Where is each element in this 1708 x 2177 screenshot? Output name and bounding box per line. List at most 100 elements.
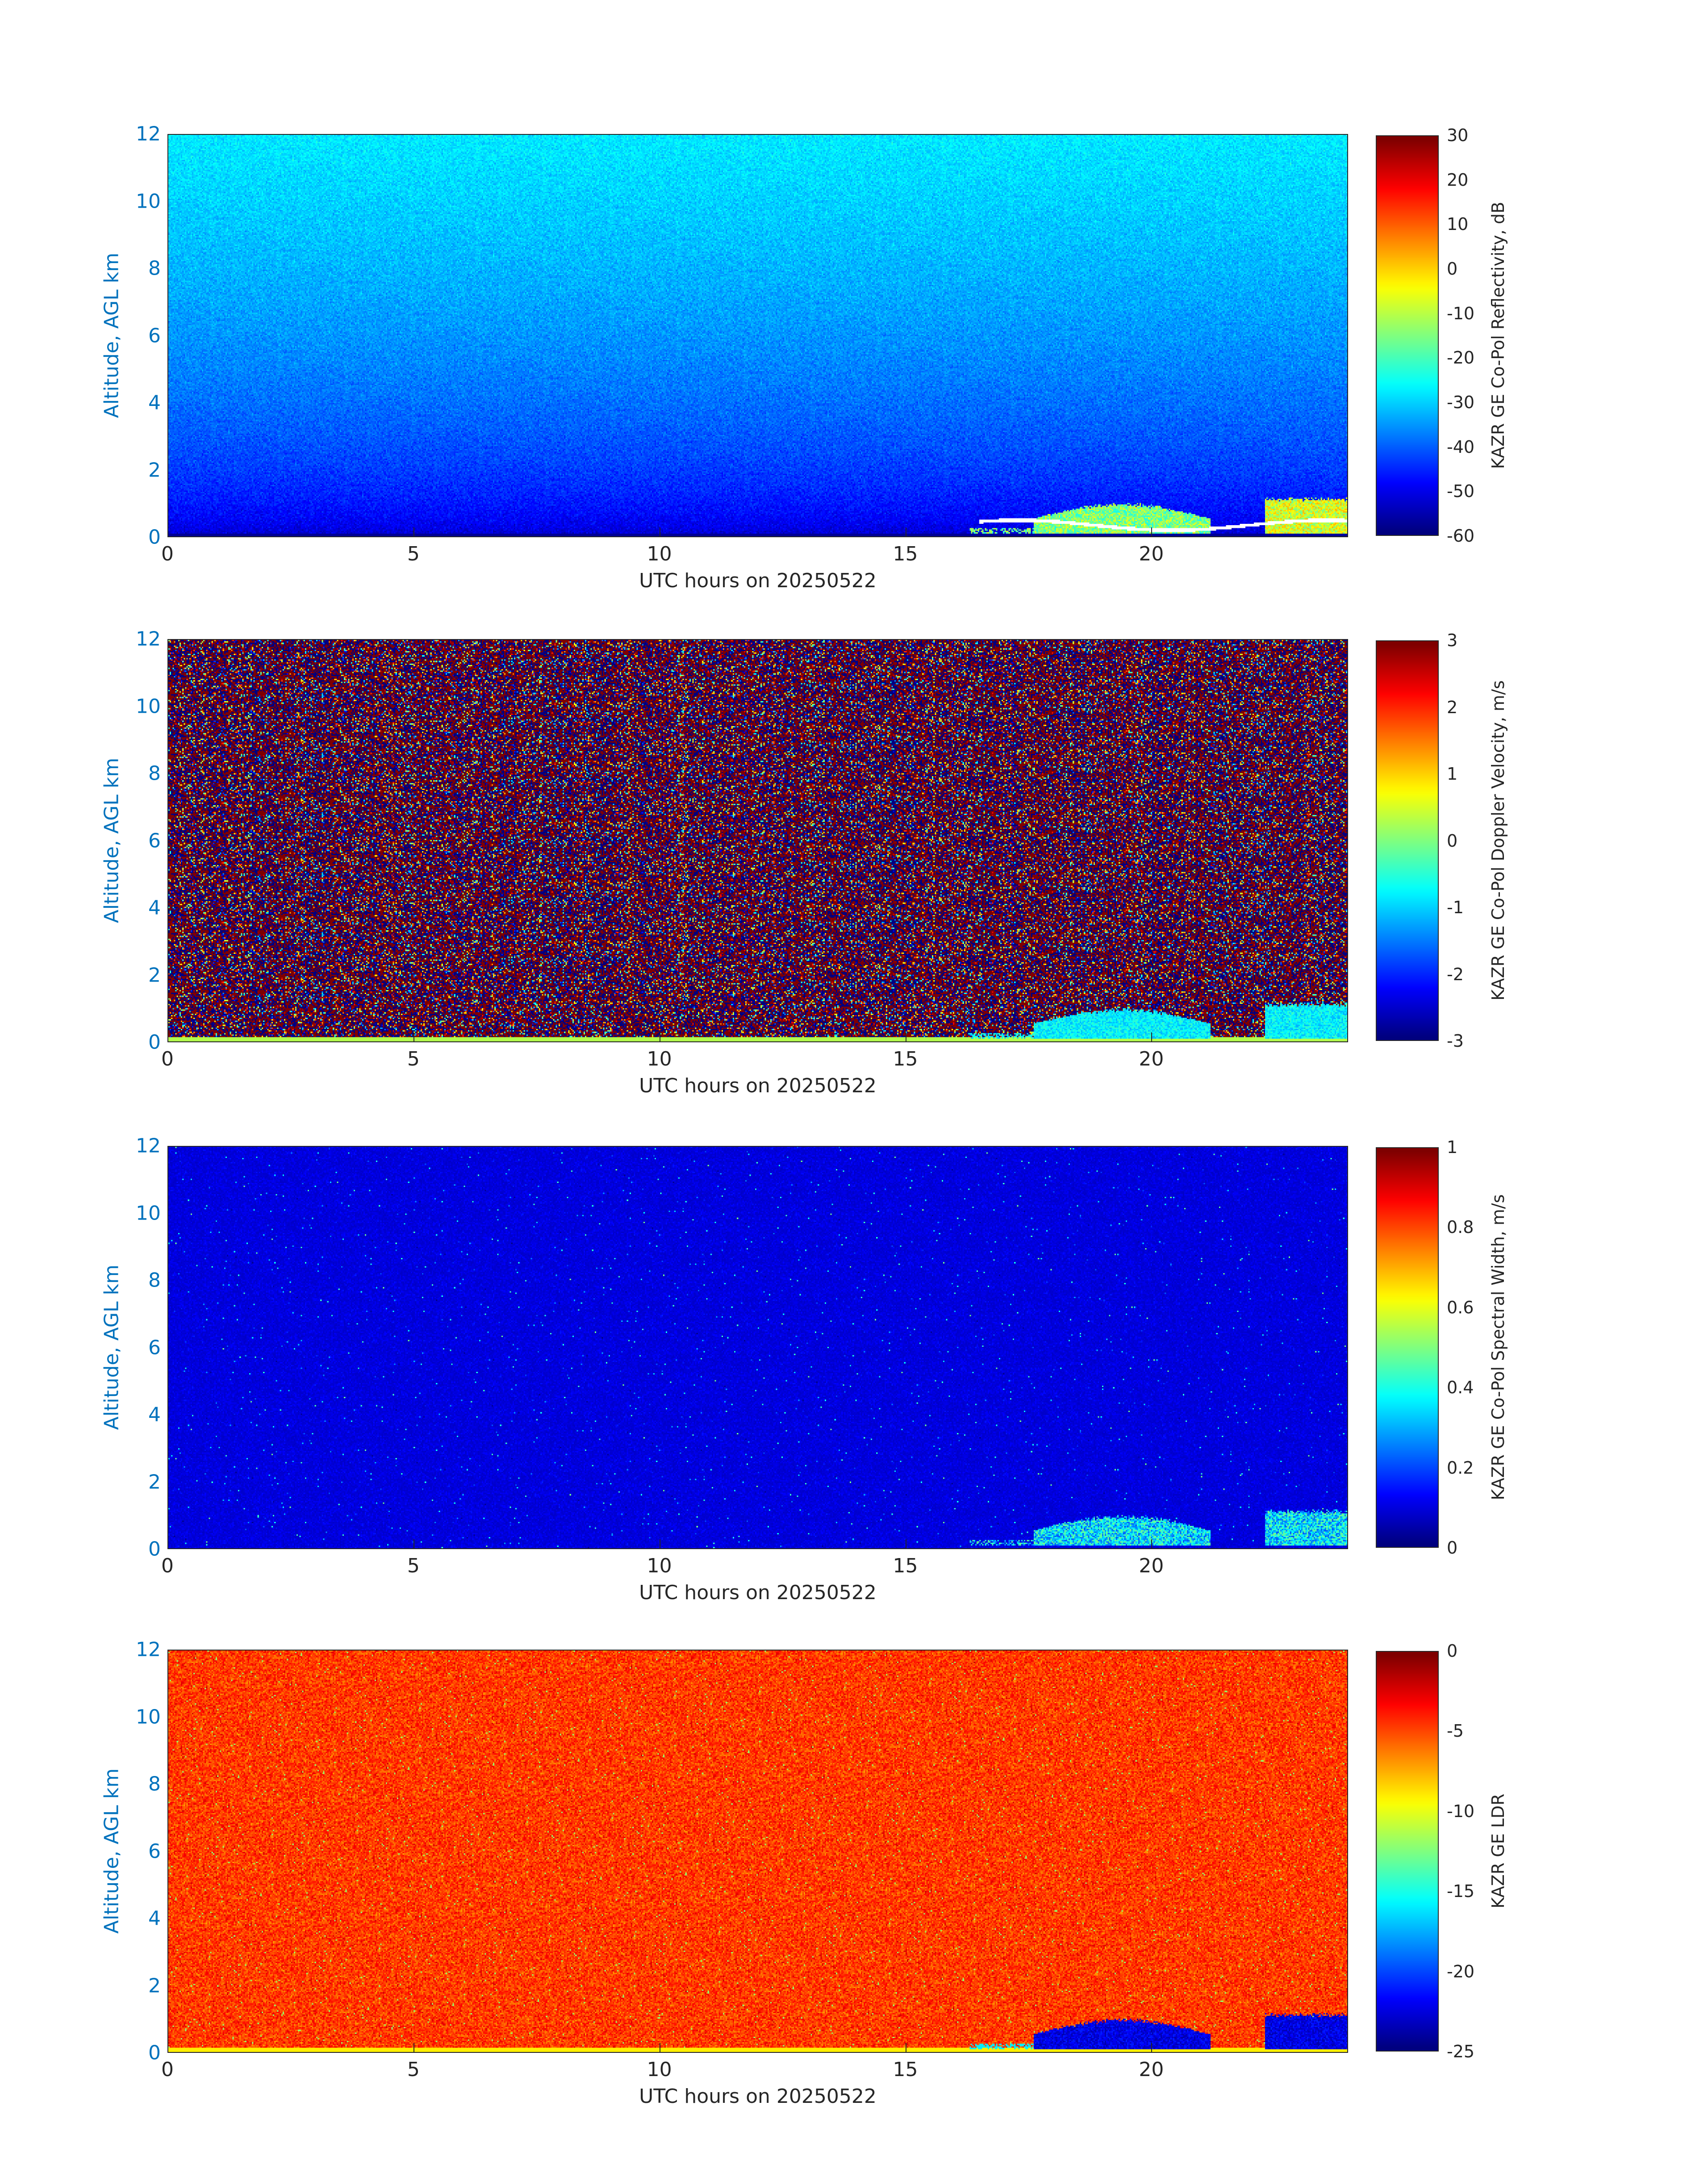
x-tick-label: 15 <box>893 1048 918 1070</box>
x-axis-label: UTC hours on 20250522 <box>639 1581 877 1604</box>
y-tick-label: 0 <box>148 1538 161 1561</box>
colorbar-tick-label: 2 <box>1447 697 1458 717</box>
colorbar-tick-label: 0.2 <box>1447 1458 1474 1478</box>
y-axis-label: Altitude, AGL km <box>100 757 123 923</box>
colorbar-tick-label: -40 <box>1447 437 1475 457</box>
colorbar-tick-label: -10 <box>1447 303 1475 323</box>
x-tick-mark <box>167 1539 168 1548</box>
x-tick-mark <box>413 1032 414 1041</box>
colorbar-tick-label: 0 <box>1447 1641 1458 1661</box>
y-tick-label: 2 <box>148 1471 161 1493</box>
colorbar-label: KAZR GE Co-Pol Reflectivity, dB <box>1488 201 1508 469</box>
colorbar-tick-label: 30 <box>1447 125 1469 145</box>
colorbar-gradient <box>1377 1652 1438 2051</box>
colorbar-tick-label: -10 <box>1447 1801 1475 1821</box>
x-tick-mark <box>1151 1539 1153 1548</box>
x-tick-mark <box>413 527 414 536</box>
colorbar-tick-label: -60 <box>1447 526 1475 546</box>
colorbar-tick-label: -20 <box>1447 1961 1475 1981</box>
y-tick-label: 6 <box>148 829 161 852</box>
y-tick-label: 12 <box>136 1134 161 1157</box>
x-tick-label: 15 <box>893 543 918 565</box>
colorbar-gradient <box>1377 136 1438 535</box>
colorbar-tick-label: 0 <box>1447 831 1458 851</box>
y-tick-label: 6 <box>148 1336 161 1359</box>
x-tick-label: 10 <box>647 1554 672 1577</box>
colorbar-label: KAZR GE LDR <box>1488 1793 1508 1909</box>
x-tick-mark <box>1151 1032 1153 1041</box>
y-axis-label: Altitude, AGL km <box>100 1264 123 1430</box>
y-tick-label: 6 <box>148 324 161 347</box>
y-tick-label: 0 <box>148 2041 161 2064</box>
x-tick-label: 20 <box>1139 1048 1164 1070</box>
colorbar <box>1376 640 1439 1041</box>
x-tick-label: 10 <box>647 2058 672 2081</box>
colorbar-tick-label: 3 <box>1447 631 1458 650</box>
colorbar-tick-label: -25 <box>1447 2042 1475 2061</box>
colorbar-tick-label: 0 <box>1447 1538 1458 1558</box>
colorbar-tick-label: -1 <box>1447 898 1464 917</box>
colorbar-tick-label: -20 <box>1447 348 1475 368</box>
heatmap-image <box>168 640 1347 1041</box>
x-tick-label: 0 <box>161 1048 174 1070</box>
heatmap-image <box>168 1147 1347 1548</box>
x-tick-label: 15 <box>893 1554 918 1577</box>
y-tick-label: 2 <box>148 964 161 986</box>
x-axis-label: UTC hours on 20250522 <box>639 1074 877 1097</box>
colorbar-tick-label: -2 <box>1447 964 1464 984</box>
colorbar-tick-label: 0.8 <box>1447 1217 1474 1237</box>
colorbar-tick-label: -15 <box>1447 1881 1475 1901</box>
colorbar-tick-label: -5 <box>1447 1721 1464 1741</box>
y-tick-label: 4 <box>148 391 161 414</box>
y-tick-label: 12 <box>136 627 161 651</box>
colorbar-tick-label: -3 <box>1447 1031 1464 1051</box>
colorbar-tick-label: 20 <box>1447 170 1469 190</box>
x-tick-mark <box>1151 2043 1153 2052</box>
y-tick-label: 6 <box>148 1840 161 1863</box>
colorbar-gradient <box>1377 641 1438 1040</box>
colorbar-tick-label: -50 <box>1447 481 1475 501</box>
y-tick-label: 4 <box>148 1403 161 1426</box>
y-tick-label: 8 <box>148 1269 161 1292</box>
colorbar-tick-label: 0 <box>1447 259 1458 279</box>
y-tick-label: 8 <box>148 762 161 785</box>
y-axis-label: Altitude, AGL km <box>100 1768 123 1934</box>
x-tick-label: 10 <box>647 1048 672 1070</box>
x-tick-mark <box>413 1539 414 1548</box>
x-axis-label: UTC hours on 20250522 <box>639 2085 877 2108</box>
y-tick-label: 10 <box>136 695 161 718</box>
y-tick-label: 2 <box>148 459 161 481</box>
panel-4: 0 2 4 6 8 10 12 0 5 10 15 20 0 -5 -10 -15 -20 -25 UTC hour… <box>0 1638 1708 2155</box>
x-tick-label: 0 <box>161 1554 174 1577</box>
heatmap-plot <box>167 134 1348 537</box>
colorbar <box>1376 1147 1439 1548</box>
heatmap-image <box>168 1651 1347 2052</box>
heatmap-plot <box>167 1146 1348 1549</box>
x-tick-mark <box>1151 527 1153 536</box>
y-tick-label: 4 <box>148 1907 161 1930</box>
x-tick-mark <box>167 2043 168 2052</box>
y-tick-label: 8 <box>148 257 161 280</box>
y-tick-label: 10 <box>136 1202 161 1224</box>
heatmap-image <box>168 135 1347 536</box>
colorbar-tick-label: -30 <box>1447 393 1475 412</box>
x-tick-mark <box>167 1032 168 1041</box>
colorbar-gradient <box>1377 1148 1438 1547</box>
panel-2: 0 2 4 6 8 10 12 0 5 10 15 20 3 2 1 0 -1 -2 -3 UTC hours on … <box>0 628 1708 1144</box>
colorbar-tick-label: 0.4 <box>1447 1378 1474 1398</box>
x-tick-label: 20 <box>1139 1554 1164 1577</box>
x-tick-label: 15 <box>893 2058 918 2081</box>
y-tick-label: 4 <box>148 896 161 919</box>
x-tick-label: 5 <box>407 1048 420 1070</box>
y-tick-label: 2 <box>148 1974 161 1997</box>
panel-3: 0 2 4 6 8 10 12 0 5 10 15 20 1 0.8 0.6 0.4 0.2 0 UTC hours… <box>0 1135 1708 1651</box>
x-tick-label: 20 <box>1139 2058 1164 2081</box>
x-axis-label: UTC hours on 20250522 <box>639 569 877 592</box>
x-tick-label: 20 <box>1139 543 1164 565</box>
y-tick-label: 12 <box>136 1638 161 1661</box>
panel-1: 0 2 4 6 8 10 12 0 5 10 15 20 30 20 10 0 -10 -20 -30 -40 -50 -… <box>0 123 1708 639</box>
x-tick-label: 5 <box>407 1554 420 1577</box>
colorbar-label: KAZR GE Co-Pol Spectral Width, m/s <box>1488 1194 1508 1500</box>
x-tick-mark <box>167 527 168 536</box>
colorbar <box>1376 1651 1439 2052</box>
